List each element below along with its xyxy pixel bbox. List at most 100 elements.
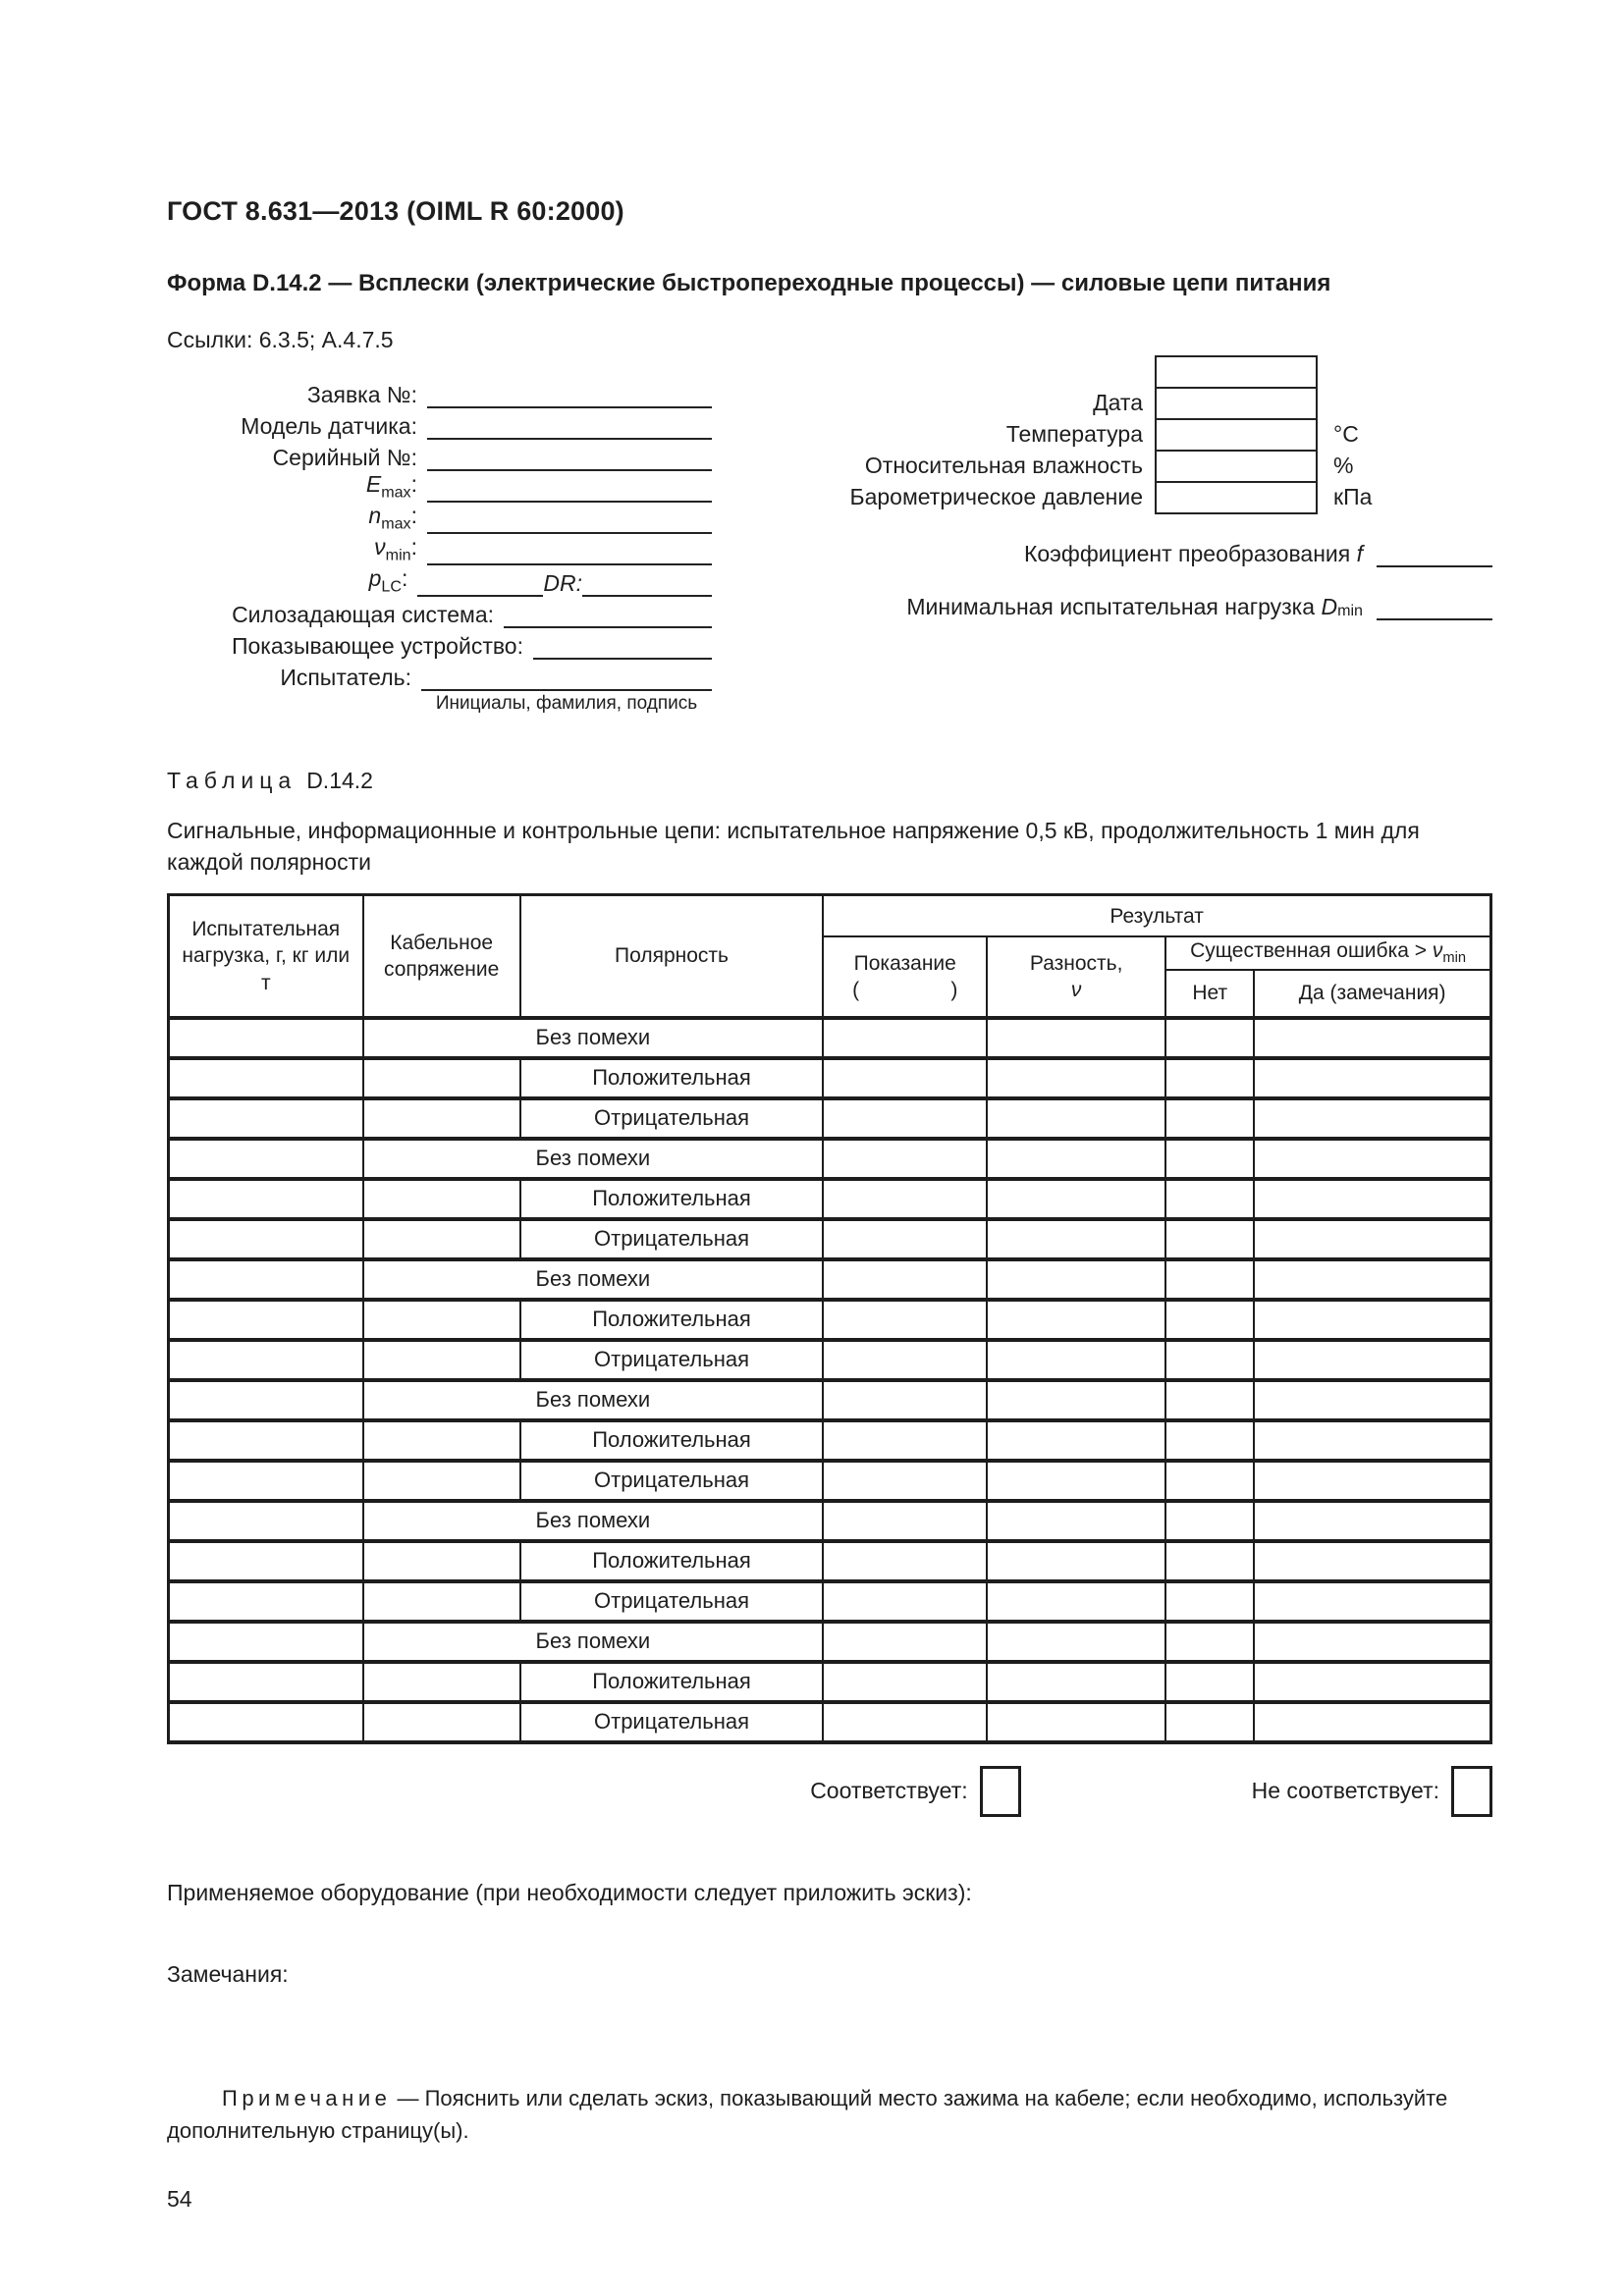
page-number: 54 bbox=[167, 2185, 192, 2212]
cell-indication bbox=[822, 1699, 989, 1744]
nmax-row: nmax: bbox=[167, 503, 712, 534]
cell-polarity: Отрицательная bbox=[518, 1095, 825, 1141]
cell-yes bbox=[1253, 1538, 1492, 1583]
cell-difference bbox=[986, 1417, 1167, 1463]
cell-difference bbox=[986, 1015, 1167, 1060]
numin-row: νmin: bbox=[167, 534, 712, 565]
cell-polarity: Отрицательная bbox=[518, 1337, 825, 1382]
force-system-row: Силозадающая система: bbox=[167, 597, 712, 628]
plc-line bbox=[417, 569, 544, 597]
cell-polarity: Отрицательная bbox=[518, 1458, 825, 1503]
cell-no bbox=[1164, 1578, 1256, 1624]
table-row-no-interference: Без помехи bbox=[167, 1619, 1492, 1664]
cell-difference bbox=[986, 1619, 1167, 1664]
cell-yes bbox=[1253, 1015, 1492, 1060]
cell-load bbox=[167, 1498, 364, 1543]
indicator-row: Показывающее устройство: bbox=[167, 628, 712, 660]
header-significant-error: Существенная ошибка > νmin bbox=[1164, 935, 1492, 971]
cell-no bbox=[1164, 1015, 1256, 1060]
temperature-unit: °C bbox=[1333, 420, 1359, 447]
tester-row: Испытатель: bbox=[167, 660, 712, 691]
cell-yes bbox=[1253, 1417, 1492, 1463]
cell-yes bbox=[1253, 1176, 1492, 1221]
date-unit bbox=[1318, 387, 1492, 418]
table-row-no-interference: Без помехи bbox=[167, 1498, 1492, 1543]
cell-cable bbox=[361, 1699, 521, 1744]
cell-yes bbox=[1253, 1095, 1492, 1141]
table-header: Испытательная нагрузка, г, кг или т Кабе… bbox=[167, 893, 1492, 1019]
environment-field-stack bbox=[1155, 355, 1318, 514]
nmax-label: nmax: bbox=[368, 503, 417, 533]
cell-cable bbox=[361, 1538, 521, 1583]
cell-yes bbox=[1253, 1659, 1492, 1704]
cell-polarity: Отрицательная bbox=[518, 1216, 825, 1261]
cell-difference bbox=[986, 1176, 1167, 1221]
form-title: Форма D.14.2 — Всплески (электрические б… bbox=[167, 270, 1331, 296]
emax-line bbox=[427, 475, 712, 503]
tester-line bbox=[421, 664, 712, 691]
cell-indication bbox=[822, 1337, 989, 1382]
cell-polarity: Положительная bbox=[518, 1176, 825, 1221]
cell-cable bbox=[361, 1216, 521, 1261]
cell-difference bbox=[986, 1297, 1167, 1342]
standard-header: ГОСТ 8.631—2013 (OIML R 60:2000) bbox=[167, 196, 624, 226]
dr-line bbox=[582, 569, 712, 597]
indicator-line bbox=[533, 632, 712, 660]
conversion-factor-line bbox=[1377, 540, 1492, 567]
cell-difference bbox=[986, 1136, 1167, 1181]
cell-indication bbox=[822, 1216, 989, 1261]
header-indication: Показание( ) bbox=[822, 935, 989, 1019]
environment-block: Дата Температура Относительная влажность… bbox=[712, 355, 1492, 514]
tester-caption-row: Инициалы, фамилия, подпись bbox=[167, 693, 712, 715]
cell-load bbox=[167, 1538, 364, 1583]
cell-load bbox=[167, 1458, 364, 1503]
cell-indication bbox=[822, 1458, 989, 1503]
cell-no bbox=[1164, 1337, 1256, 1382]
cell-difference bbox=[986, 1578, 1167, 1624]
blank-field-box bbox=[1157, 357, 1316, 389]
cell-no bbox=[1164, 1699, 1256, 1744]
cell-load bbox=[167, 1216, 364, 1261]
tester-label: Испытатель: bbox=[280, 665, 411, 690]
cell-indication bbox=[822, 1659, 989, 1704]
table-row-negative: Отрицательная bbox=[167, 1458, 1492, 1503]
dr-label: DR: bbox=[543, 570, 582, 596]
cell-difference bbox=[986, 1216, 1167, 1261]
header-yes-remarks: Да (замечания) bbox=[1253, 968, 1492, 1019]
header-result: Результат bbox=[822, 893, 1492, 938]
cell-indication bbox=[822, 1377, 989, 1422]
cell-no bbox=[1164, 1458, 1256, 1503]
cell-indication bbox=[822, 1136, 989, 1181]
table-row-negative: Отрицательная bbox=[167, 1216, 1492, 1261]
cell-polarity: Положительная bbox=[518, 1055, 825, 1100]
pass-label: Соответствует: bbox=[810, 1778, 968, 1804]
cell-difference bbox=[986, 1055, 1167, 1100]
table-caption: Таблица D.14.2 bbox=[167, 768, 1492, 794]
environment-labels: Дата Температура Относительная влажность… bbox=[712, 355, 1155, 514]
cell-load bbox=[167, 1256, 364, 1302]
references-line: Ссылки: 6.3.5; А.4.7.5 bbox=[167, 327, 394, 352]
humidity-label: Относительная влажность bbox=[864, 452, 1143, 478]
cell-difference bbox=[986, 1699, 1167, 1744]
cell-condition: Без помехи bbox=[361, 1377, 825, 1422]
cell-yes bbox=[1253, 1055, 1492, 1100]
cell-cable bbox=[361, 1458, 521, 1503]
fail-label: Не соответствует: bbox=[1251, 1778, 1439, 1804]
numin-line bbox=[427, 538, 712, 565]
cell-cable bbox=[361, 1297, 521, 1342]
cell-indication bbox=[822, 1538, 989, 1583]
cell-load bbox=[167, 1417, 364, 1463]
cell-polarity: Отрицательная bbox=[518, 1699, 825, 1744]
cell-difference bbox=[986, 1377, 1167, 1422]
cell-load bbox=[167, 1095, 364, 1141]
table-row-positive: Положительная bbox=[167, 1297, 1492, 1342]
pass-checkbox bbox=[979, 1765, 1021, 1817]
cell-load bbox=[167, 1619, 364, 1664]
tester-caption: Инициалы, фамилия, подпись bbox=[435, 693, 698, 714]
cell-cable bbox=[361, 1578, 521, 1624]
cell-cable bbox=[361, 1337, 521, 1382]
pressure-label: Барометрическое давление bbox=[849, 483, 1143, 509]
pressure-field-box bbox=[1157, 483, 1316, 512]
cell-yes bbox=[1253, 1578, 1492, 1624]
cell-no bbox=[1164, 1136, 1256, 1181]
